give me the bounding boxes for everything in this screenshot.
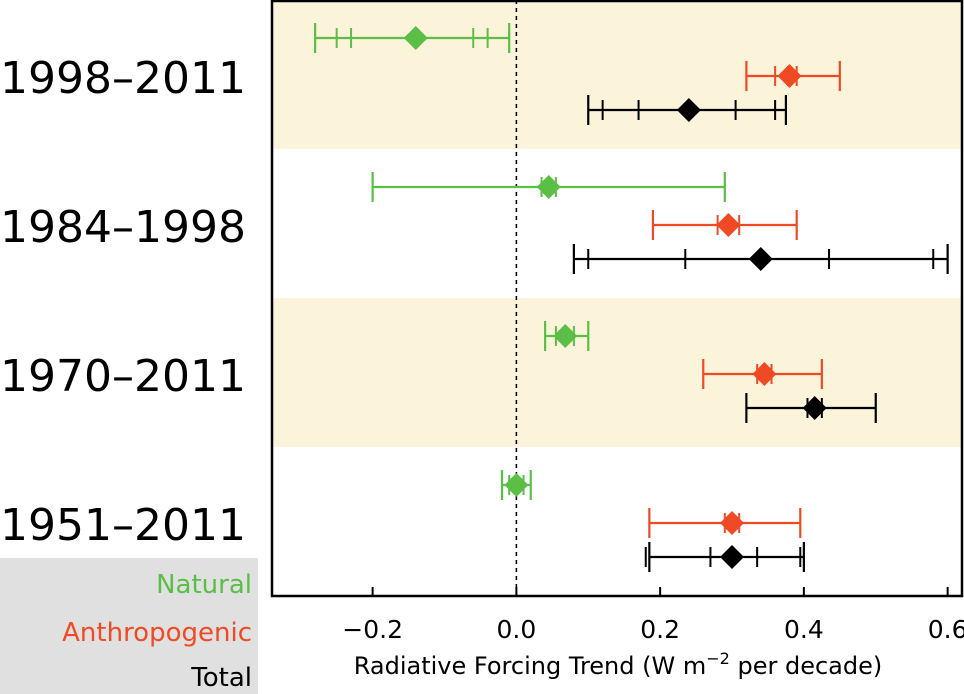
plot-frame — [270, 0, 964, 598]
x-axis-ticks: −0.2 0.0 0.2 0.4 0.6 — [342, 587, 964, 644]
marker-1984-1998-natural — [536, 175, 561, 199]
period-band-1970-2011 — [272, 298, 962, 447]
legend-entry-natural: Natural — [156, 570, 252, 600]
marker-1998-2011-total — [676, 98, 701, 122]
marker-1951-2011-total — [720, 545, 744, 569]
x-axis-title-main: Radiative Forcing Trend (W m — [354, 652, 706, 680]
legend-background — [0, 558, 258, 694]
marker-1951-2011-anthropogenic — [720, 511, 744, 535]
marker-1998-2011-natural — [403, 26, 428, 50]
x-tick-label-1: 0.0 — [496, 615, 536, 644]
x-tick-label-2: 0.2 — [640, 615, 680, 644]
legend-entry-total: Total — [190, 663, 252, 693]
marker-1970-2011-total — [802, 396, 827, 420]
x-tick-label-3: 0.4 — [784, 615, 824, 644]
marker-1970-2011-natural — [553, 324, 578, 348]
period-label-1970-2011: 1970–2011 — [0, 351, 246, 402]
period-label-1951-2011: 1951–2011 — [0, 500, 246, 551]
marker-1998-2011-anthropogenic — [777, 64, 802, 88]
chart-marks — [314, 23, 949, 572]
legend: Natural Anthropogenic Total — [0, 558, 258, 694]
marker-1951-2011-natural — [504, 473, 529, 497]
x-axis-title: Radiative Forcing Trend (W m−2 per decad… — [354, 649, 882, 680]
period-label-1984-1998: 1984–1998 — [0, 202, 246, 253]
period-label-1998-2011: 1998–2011 — [0, 53, 246, 104]
period-labels: 1998–2011 1984–1998 1970–2011 1951–2011 — [0, 53, 246, 551]
legend-entry-anthropogenic: Anthropogenic — [62, 618, 252, 648]
marker-1984-1998-total — [748, 247, 773, 271]
period-bands — [272, 0, 962, 447]
x-tick-label-4: 0.6 — [928, 615, 964, 644]
marker-1984-1998-anthropogenic — [716, 213, 741, 237]
x-axis-title-suffix: per decade) — [730, 652, 882, 680]
marker-1970-2011-anthropogenic — [752, 362, 777, 386]
period-band-1998-2011 — [272, 0, 962, 149]
x-axis-title-superscript: −2 — [706, 649, 730, 668]
x-tick-label-0: −0.2 — [342, 615, 403, 644]
